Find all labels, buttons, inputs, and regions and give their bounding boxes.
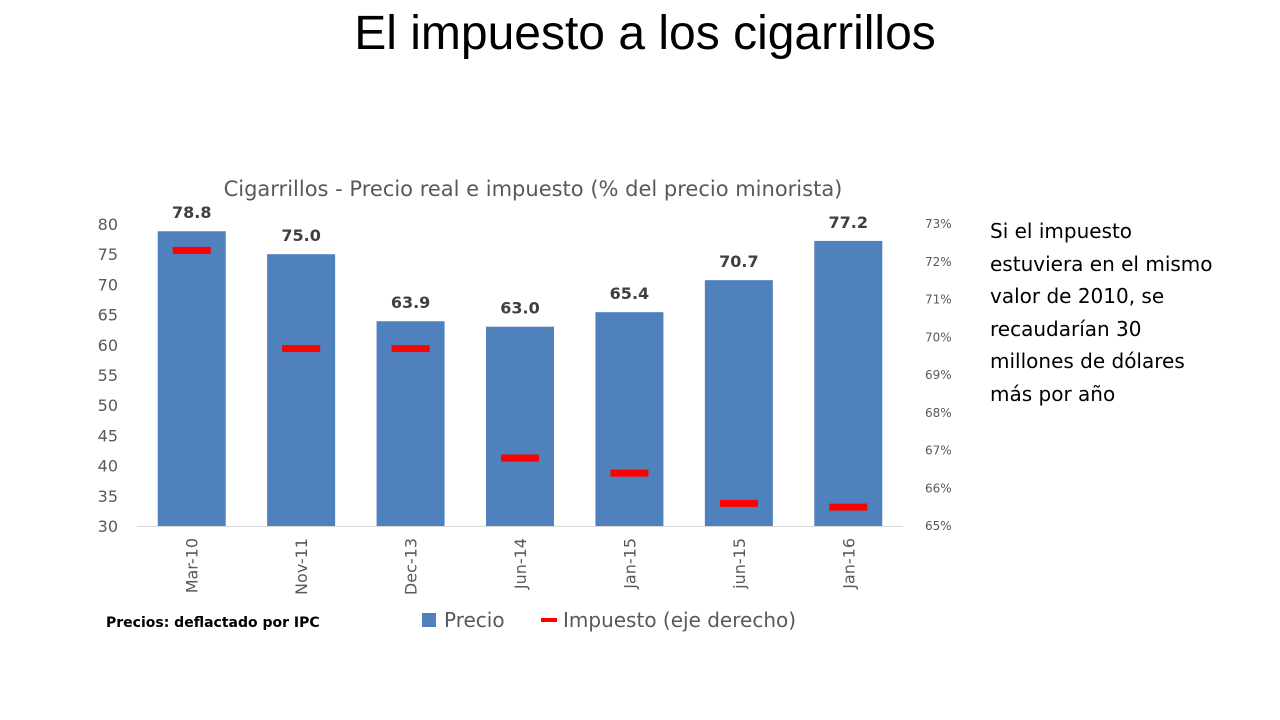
- legend-swatch-precio: [422, 613, 436, 627]
- y-left-tick-label: 60: [98, 336, 118, 355]
- y-left-tick-label: 35: [98, 487, 118, 506]
- data-label: 77.2: [829, 213, 868, 232]
- data-label: 63.0: [500, 299, 539, 318]
- slide-title: El impuesto a los cigarrillos: [354, 7, 936, 60]
- bar-precio: [704, 280, 773, 526]
- bar-precio: [814, 240, 883, 527]
- y-right-tick-label: 65%: [925, 519, 952, 533]
- x-tick-label: Jan-15: [620, 538, 639, 590]
- bar-precio: [267, 254, 336, 526]
- bar-precio: [486, 326, 554, 526]
- side-note: Si el impuesto estuviera en el mismo val…: [990, 219, 1213, 406]
- y-right-tick-label: 68%: [925, 406, 952, 420]
- data-label: 78.8: [172, 203, 211, 222]
- legend-item-precio: Precio: [422, 608, 505, 632]
- y-left-tick-label: 80: [98, 215, 118, 234]
- marker-impuesto: [829, 503, 868, 511]
- y-right-tick-label: 70%: [925, 330, 952, 344]
- plot-area: 30 35 40 45 50 55 60 65 70 75 80 65% 66% 67% 68% 69% 70%…: [98, 203, 952, 595]
- x-tick-label: Jun-14: [511, 538, 530, 590]
- x-tick-label: jun-15: [730, 538, 749, 590]
- legend-swatch-impuesto: [541, 618, 557, 622]
- marker-impuesto: [719, 499, 758, 507]
- legend-label-precio: Precio: [444, 608, 505, 632]
- marker-impuesto: [391, 345, 430, 353]
- y-right-tick-label: 67%: [925, 444, 952, 458]
- y-left-tick-label: 75: [98, 245, 118, 264]
- data-label: 65.4: [610, 284, 649, 303]
- y-left-tick-label: 30: [98, 517, 118, 536]
- marker-impuesto: [501, 454, 539, 462]
- legend-label-impuesto: Impuesto (eje derecho): [563, 608, 797, 632]
- x-tick-label: Jan-16: [839, 538, 858, 590]
- bar-precio: [376, 321, 445, 526]
- chart-title: Cigarrillos - Precio real e impuesto (% …: [224, 177, 843, 201]
- y-left-tick-label: 65: [98, 306, 118, 325]
- bar-precio: [595, 312, 664, 526]
- data-label: 75.0: [281, 226, 320, 245]
- x-tick-label: Mar-10: [183, 538, 202, 593]
- y-right-tick-label: 71%: [925, 293, 952, 307]
- marker-impuesto: [172, 246, 211, 254]
- x-tick-label: Dec-13: [402, 538, 421, 595]
- y-right-tick-label: 73%: [925, 217, 952, 231]
- data-label: 70.7: [719, 252, 758, 271]
- x-tick-label: Nov-11: [292, 538, 311, 595]
- marker-impuesto: [282, 345, 321, 353]
- y-right-tick-label: 66%: [925, 481, 952, 495]
- y-left-tick-label: 40: [98, 457, 118, 476]
- y-left-tick-label: 45: [98, 426, 118, 445]
- y-left-tick-label: 70: [98, 275, 118, 294]
- y-left-tick-label: 50: [98, 396, 118, 415]
- y-right-tick-label: 69%: [925, 368, 952, 382]
- y-left-tick-label: 55: [98, 366, 118, 385]
- marker-impuesto: [610, 469, 649, 477]
- bar-precio: [157, 231, 226, 527]
- legend-item-impuesto: Impuesto (eje derecho): [541, 608, 796, 632]
- footnote: Precios: deflactado por IPC: [106, 615, 320, 631]
- data-label: 63.9: [391, 293, 430, 312]
- y-right-tick-label: 72%: [925, 255, 952, 269]
